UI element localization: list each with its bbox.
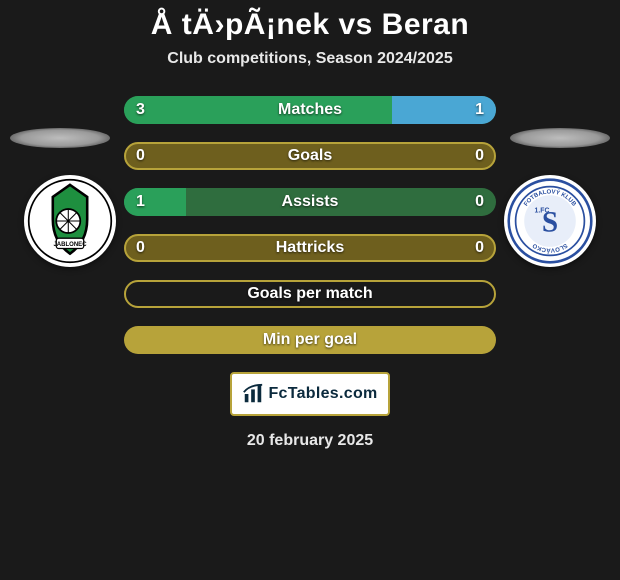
stats-icon: [242, 383, 264, 405]
bar-row: 0 0 Goals: [124, 142, 496, 170]
comparison-bars: 3 1 Matches 0 0 Goals 1 0 Assists 0 0 Hattricks Goal…: [124, 96, 496, 354]
value-right: 1: [475, 101, 484, 119]
value-right: 0: [475, 239, 484, 257]
bar-row: 3 1 Matches: [124, 96, 496, 124]
value-left: 0: [136, 147, 145, 165]
bar-row: 0 0 Hattricks: [124, 234, 496, 262]
bar-row: Min per goal: [124, 326, 496, 354]
club-badge-left: JABLONEC: [24, 175, 116, 267]
svg-text:JABLONEC: JABLONEC: [53, 242, 87, 248]
halo-left: [10, 128, 110, 148]
slovacko-icon: S FOTBALOVÝ KLUB SLOVÁCKO 1.FC: [507, 178, 593, 264]
club-badge-right: S FOTBALOVÝ KLUB SLOVÁCKO 1.FC: [504, 175, 596, 267]
bar-row: Goals per match: [124, 280, 496, 308]
bar-label: Min per goal: [263, 331, 357, 349]
subtitle: Club competitions, Season 2024/2025: [0, 50, 620, 68]
svg-text:1.FC: 1.FC: [535, 207, 550, 214]
brand-box: FcTables.com: [230, 372, 390, 416]
value-right: 0: [475, 147, 484, 165]
bar-label: Matches: [278, 101, 342, 119]
value-left: 3: [136, 101, 145, 119]
bar-label: Goals: [288, 147, 332, 165]
bar-label: Goals per match: [247, 285, 372, 303]
value-left: 1: [136, 193, 145, 211]
bar-label: Assists: [282, 193, 339, 211]
value-right: 0: [475, 193, 484, 211]
date-text: 20 february 2025: [0, 432, 620, 450]
bar-label: Hattricks: [276, 239, 344, 257]
brand-text: FcTables.com: [268, 385, 377, 403]
value-left: 0: [136, 239, 145, 257]
bar-row: 1 0 Assists: [124, 188, 496, 216]
page-title: Å tÄ›pÃ¡nek vs Beran: [0, 8, 620, 42]
halo-right: [510, 128, 610, 148]
jablonec-icon: JABLONEC: [27, 178, 113, 264]
